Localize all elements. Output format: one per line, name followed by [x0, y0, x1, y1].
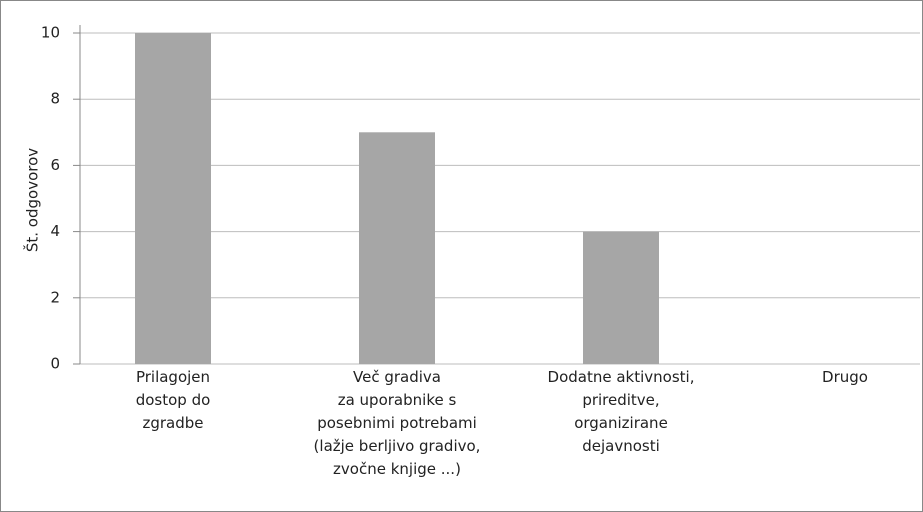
bar — [135, 33, 211, 364]
y-tick-label: 4 — [50, 222, 60, 240]
y-tick-label: 6 — [50, 156, 60, 174]
y-tick-label: 0 — [50, 355, 60, 373]
y-tick-label: 8 — [50, 90, 60, 108]
x-tick-label: Več gradiva za uporabnike s posebnimi po… — [313, 368, 481, 478]
y-tick-label: 2 — [50, 288, 60, 306]
x-tick-label: Dodatne aktivnosti, prireditve, organizi… — [547, 368, 695, 455]
y-axis-label: Št. odgovorov — [23, 148, 42, 252]
bar — [583, 231, 659, 364]
bar — [359, 132, 435, 364]
x-tick-label: Drugo — [822, 368, 868, 386]
x-tick-label: Prilagojen dostop do zgradbe — [135, 368, 211, 432]
y-tick-label: 10 — [41, 24, 60, 42]
